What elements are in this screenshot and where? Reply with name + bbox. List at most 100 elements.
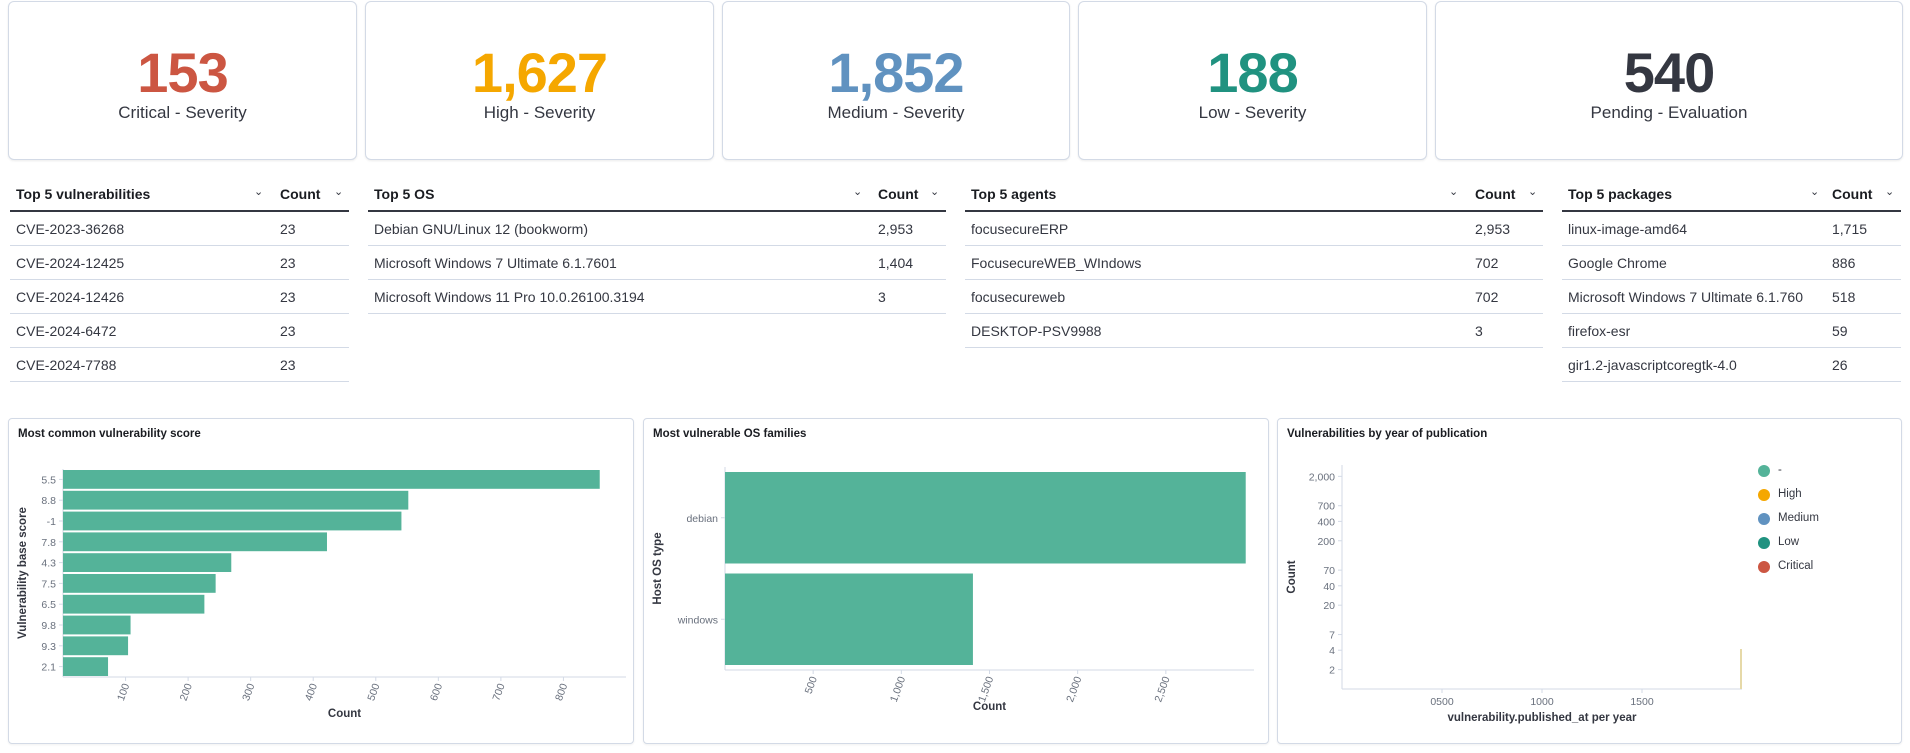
cell-count: 702 <box>1475 289 1499 305</box>
x-tick-label: 100 <box>115 682 132 703</box>
table-header: Top 5 packages ⌄ Count ⌄ <box>1562 176 1901 212</box>
top-packages-table: Top 5 packages ⌄ Count ⌄ linux-image-amd… <box>1562 176 1901 382</box>
vulnerability-score-panel: Most common vulnerability score 5.5 8.8 -1… <box>8 418 634 744</box>
cell-name: Google Chrome <box>1568 255 1667 271</box>
bar <box>63 574 216 593</box>
cell-name: CVE-2024-12425 <box>16 255 125 271</box>
cell-name: FocusecureWEB_WIndows <box>971 255 1142 271</box>
table-row: DESKTOP-PSV9988 3 <box>965 314 1543 348</box>
bar <box>725 472 1246 564</box>
x-tick-label: 800 <box>553 682 570 703</box>
cell-name: Microsoft Windows 11 Pro 10.0.26100.3194 <box>374 289 645 305</box>
table-row: Debian GNU/Linux 12 (bookworm) 2,953 <box>368 212 946 246</box>
y-tick-label: windows <box>677 614 718 626</box>
top-vulnerabilities-table: Top 5 vulnerabilities ⌄ Count ⌄ CVE-2023… <box>10 176 349 382</box>
y-tick-label: 20 <box>1323 600 1335 612</box>
column-header-name[interactable]: Top 5 packages <box>1568 186 1673 202</box>
column-header-count[interactable]: Count <box>280 186 321 202</box>
bar <box>63 470 600 489</box>
x-axis-title: Count <box>328 708 361 720</box>
table-header: Top 5 agents ⌄ Count ⌄ <box>965 176 1543 212</box>
metric-label-pending: Pending - Evaluation <box>1590 103 1748 122</box>
column-header-name[interactable]: Top 5 OS <box>374 186 435 202</box>
legend-label: Medium <box>1778 512 1819 524</box>
column-header-name[interactable]: Top 5 agents <box>971 186 1057 202</box>
metric-label-low: Low - Severity <box>1198 103 1307 122</box>
metric-label-medium: Medium - Severity <box>827 103 965 122</box>
table-row: focusecureweb 702 <box>965 280 1543 314</box>
y-axis-title: Count <box>1286 560 1298 593</box>
table-row: linux-image-amd64 1,715 <box>1562 212 1901 246</box>
panel-title: Most vulnerable OS families <box>653 428 807 440</box>
table-row: firefox-esr 59 <box>1562 314 1901 348</box>
legend-label: - <box>1778 464 1782 476</box>
chevron-down-icon[interactable]: ⌄ <box>1528 186 1538 198</box>
os-families-panel: Most vulnerable OS families debian window… <box>643 418 1269 744</box>
legend-label: Critical <box>1778 560 1814 572</box>
cell-count: 26 <box>1832 357 1848 373</box>
chevron-down-icon[interactable]: ⌄ <box>1810 186 1820 198</box>
metric-value-critical: 153 <box>137 41 228 104</box>
y-tick-label: 7.8 <box>41 537 56 549</box>
metric-card-low: 188 Low - Severity <box>1078 1 1427 160</box>
cell-count: 23 <box>280 289 296 305</box>
y-axis-title: Host OS type <box>652 532 664 604</box>
vulnerabilities-by-year-panel: Vulnerabilities by year of publication 2… <box>1277 418 1902 744</box>
metric-card-critical: 153 Critical - Severity <box>8 1 357 160</box>
cell-count: 3 <box>878 289 886 305</box>
cell-name: CVE-2024-7788 <box>16 357 117 373</box>
y-tick-label: 700 <box>1317 501 1335 513</box>
table-row: Microsoft Windows 11 Pro 10.0.26100.3194… <box>368 280 946 314</box>
y-tick-label: 2.1 <box>41 662 56 674</box>
cell-count: 886 <box>1832 255 1856 271</box>
y-axis-title: Vulnerability base score <box>17 507 29 639</box>
column-header-count[interactable]: Count <box>1832 186 1873 202</box>
legend-label: Low <box>1778 536 1800 548</box>
metric-card-pending: 540 Pending - Evaluation <box>1435 1 1903 160</box>
x-tick-label: 500 <box>803 675 820 696</box>
vulnerabilities-by-year-chart: 2,000 700 400 200 70 40 20 7 4 2 0500 1000 1500 vulne… <box>1286 465 1742 724</box>
chevron-down-icon[interactable]: ⌄ <box>1885 186 1895 198</box>
x-tick-label: 200 <box>178 682 195 703</box>
os-families-chart: debian windows 500 1,000 1,500 2,000 2,500 Coun… <box>652 467 1254 713</box>
column-header-name[interactable]: Top 5 vulnerabilities <box>16 186 151 202</box>
y-tick-label: -1 <box>47 516 56 528</box>
y-tick-label: 8.8 <box>41 495 56 507</box>
chevron-down-icon[interactable]: ⌄ <box>254 186 264 198</box>
chevron-down-icon[interactable]: ⌄ <box>334 186 344 198</box>
metric-value-high: 1,627 <box>471 41 608 104</box>
chevron-down-icon[interactable]: ⌄ <box>1449 186 1459 198</box>
y-tick-label: 7 <box>1329 630 1335 642</box>
metric-value-medium: 1,852 <box>828 41 964 104</box>
y-tick-label: 9.8 <box>41 620 56 632</box>
metric-value-low: 188 <box>1207 41 1298 104</box>
cell-name: CVE-2024-12426 <box>16 289 125 305</box>
bar <box>63 532 327 552</box>
cell-name: CVE-2024-6472 <box>16 323 117 339</box>
cell-name: focusecureweb <box>971 289 1066 305</box>
column-header-count[interactable]: Count <box>1475 186 1516 202</box>
column-header-count[interactable]: Count <box>878 186 919 202</box>
y-tick-label: 200 <box>1317 536 1335 548</box>
metric-label-high: High - Severity <box>483 103 596 122</box>
table-row: CVE-2024-7788 23 <box>10 348 349 382</box>
chevron-down-icon[interactable]: ⌄ <box>853 186 863 198</box>
cell-name: gir1.2-javascriptcoregtk-4.0 <box>1568 357 1737 373</box>
cell-name: firefox-esr <box>1568 323 1631 339</box>
table-header: Top 5 vulnerabilities ⌄ Count ⌄ <box>10 176 349 212</box>
x-tick-label: 1000 <box>1530 696 1554 708</box>
table-row: Microsoft Windows 7 Ultimate 6.1.7601 1,4… <box>368 246 946 280</box>
x-axis-title: vulnerability.published_at per year <box>1448 712 1637 724</box>
y-tick-label: 5.5 <box>41 474 56 486</box>
legend-dot-icon <box>1758 537 1770 549</box>
y-tick-label: 4 <box>1329 645 1335 657</box>
cell-count: 1,715 <box>1832 221 1868 237</box>
x-tick-label: 0500 <box>1430 696 1454 708</box>
cell-count: 518 <box>1832 289 1856 305</box>
cell-count: 2,953 <box>1475 221 1511 237</box>
chevron-down-icon[interactable]: ⌄ <box>930 186 940 198</box>
cell-count: 23 <box>280 323 296 339</box>
table-row: CVE-2024-12425 23 <box>10 246 349 280</box>
y-tick-label: 6.5 <box>41 599 56 611</box>
metric-card-high: 1,627 High - Severity <box>365 1 714 160</box>
